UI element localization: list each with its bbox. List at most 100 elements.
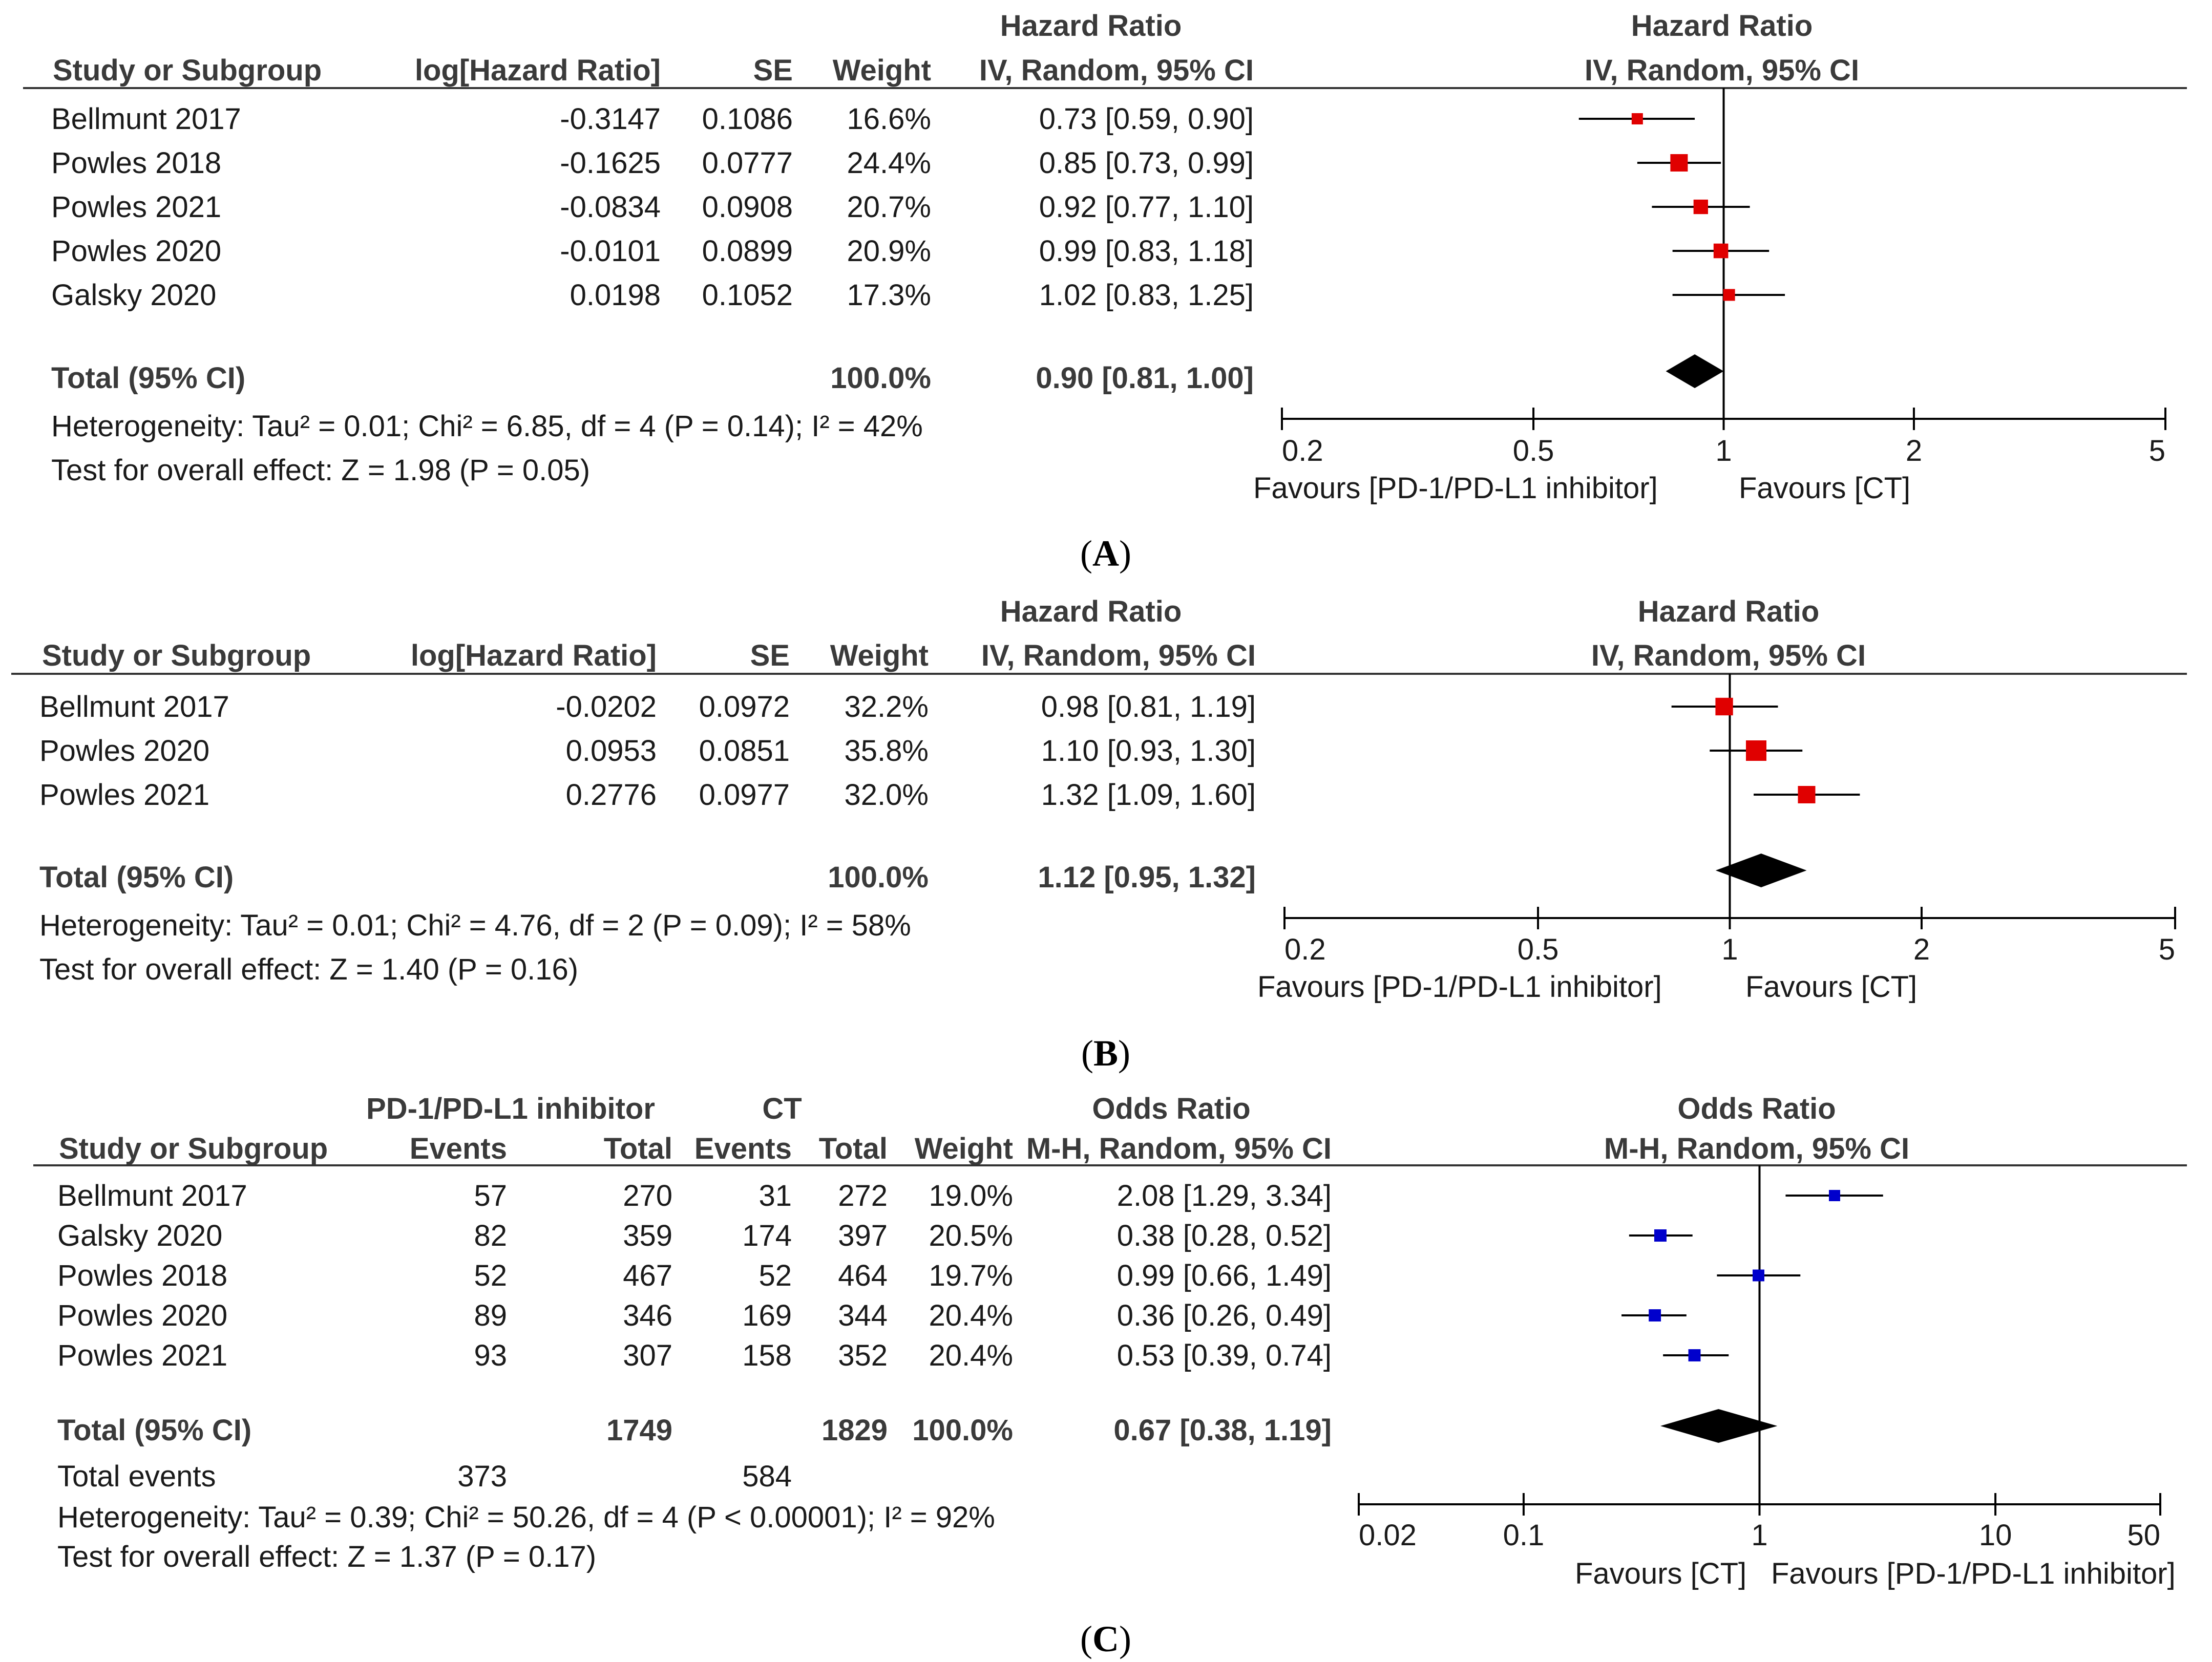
total-events-e2: 584	[742, 1460, 792, 1493]
study-rows: Bellmunt 2017 -0.0202 0.0972 32.2% 0.98 [0.8…	[39, 690, 1256, 812]
panel-label: (B)	[1081, 1033, 1130, 1074]
cell-n2: 397	[838, 1219, 888, 1252]
cell-name: Powles 2021	[51, 190, 221, 224]
header-se: SE	[750, 639, 790, 672]
plot-header-method: IV, Random, 95% CI	[1591, 639, 1866, 672]
table-row: Bellmunt 2017 57 270 31 272 19.0% 2.08 [1.29, …	[57, 1179, 1332, 1212]
effect-box	[1631, 113, 1643, 124]
favours-right: Favours [PD-1/PD-L1 inhibitor]	[1771, 1557, 2176, 1590]
header-effect-method: IV, Random, 95% CI	[979, 54, 1254, 87]
table-row: Powles 2020 89 346 169 344 20.4% 0.36 [0.26, 0…	[57, 1299, 1332, 1332]
tick-label: 0.1	[1503, 1519, 1545, 1552]
tick-label: 2	[1906, 434, 1922, 467]
favours-right: Favours [CT]	[1745, 970, 1917, 1004]
cell-name: Powles 2021	[39, 778, 209, 812]
cell-e2: 174	[742, 1219, 792, 1252]
total-ci: 1.12 [0.95, 1.32]	[1038, 861, 1256, 894]
cell-name: Bellmunt 2017	[57, 1179, 247, 1212]
effect-box	[1828, 1190, 1840, 1201]
pooled-diamond	[1660, 1409, 1778, 1443]
cell-log: -0.0834	[560, 190, 661, 224]
table-row: Bellmunt 2017 -0.3147 0.1086 16.6% 0.73 [0.5…	[51, 102, 1254, 136]
overall-effect: Test for overall effect: Z = 1.98 (P = 0…	[51, 454, 590, 487]
plot-header-title: Odds Ratio	[1677, 1092, 1836, 1125]
total-weight: 100.0%	[912, 1414, 1013, 1447]
cell-se: 0.1086	[702, 102, 793, 136]
favours-left: Favours [CT]	[1575, 1557, 1746, 1590]
tick-label: 1	[1715, 434, 1732, 467]
cell-n1: 270	[623, 1179, 672, 1212]
table-row: Powles 2021 93 307 158 352 20.4% 0.53 [0.39, 0…	[57, 1339, 1332, 1372]
header-study: Study or Subgroup	[53, 54, 322, 87]
cell-log: 0.0953	[566, 734, 657, 768]
cell-se: 0.1052	[702, 279, 793, 312]
cell-log: -0.0202	[556, 690, 657, 723]
heterogeneity: Heterogeneity: Tau² = 0.01; Chi² = 6.85,…	[51, 410, 923, 443]
cell-se: 0.0899	[702, 235, 793, 268]
plot-area: 0.2 0.5 1 2 5	[1281, 88, 2166, 467]
total-label: Total (95% CI)	[51, 361, 245, 395]
cell-weight: 17.3%	[847, 279, 931, 312]
cell-weight: 24.4%	[847, 146, 931, 180]
total-weight: 100.0%	[830, 361, 931, 395]
header-effect: Hazard Ratio	[1000, 595, 1182, 628]
header-study: Study or Subgroup	[59, 1132, 328, 1165]
cell-name: Powles 2020	[57, 1299, 227, 1332]
effect-box	[1753, 1269, 1764, 1282]
cell-weight: 32.0%	[845, 778, 929, 812]
effect-box	[1723, 289, 1735, 301]
cell-e1: 89	[474, 1299, 507, 1332]
cell-name: Galsky 2020	[51, 279, 216, 312]
header-weight: Weight	[833, 54, 931, 87]
effect-box	[1715, 697, 1733, 716]
cell-name: Powles 2021	[57, 1339, 227, 1372]
header-effect: Odds Ratio	[1092, 1092, 1250, 1125]
cell-weight: 20.4%	[929, 1339, 1013, 1372]
tick-label: 0.5	[1518, 933, 1559, 966]
cell-weight: 35.8%	[845, 734, 929, 768]
panel-label: (A)	[1080, 533, 1131, 574]
cell-ci_text: 2.08 [1.29, 3.34]	[1117, 1179, 1332, 1212]
plot-header-method: IV, Random, 95% CI	[1585, 54, 1859, 87]
cell-ci_text: 1.02 [0.83, 1.25]	[1039, 279, 1254, 312]
cell-ci_text: 0.99 [0.66, 1.49]	[1117, 1259, 1332, 1292]
header-total2: Total	[819, 1132, 888, 1165]
cell-weight: 20.5%	[929, 1219, 1013, 1252]
study-rows: Bellmunt 2017 57 270 31 272 19.0% 2.08 [1.29, …	[57, 1179, 1332, 1372]
effect-box	[1713, 243, 1729, 259]
cell-e1: 52	[474, 1259, 507, 1292]
heterogeneity: Heterogeneity: Tau² = 0.39; Chi² = 50.26…	[57, 1501, 995, 1534]
cell-se: 0.0777	[702, 146, 793, 180]
effect-box	[1693, 199, 1708, 215]
header-events1: Events	[410, 1132, 507, 1165]
favours-right: Favours [CT]	[1739, 472, 1910, 505]
tick-label: 10	[1979, 1519, 2012, 1552]
panel-label: (C)	[1080, 1618, 1131, 1659]
tick-label: 0.2	[1282, 434, 1323, 467]
header-effect: Hazard Ratio	[1000, 9, 1182, 42]
cell-n1: 359	[623, 1219, 672, 1252]
effect-box	[1654, 1229, 1667, 1242]
tick-label: 0.5	[1513, 434, 1554, 467]
cell-ci_text: 0.98 [0.81, 1.19]	[1041, 690, 1256, 723]
cell-log: -0.3147	[560, 102, 661, 136]
total-label: Total (95% CI)	[57, 1414, 251, 1447]
pooled-diamond	[1715, 854, 1807, 887]
table-row: Powles 2018 52 467 52 464 19.7% 0.99 [0.66, 1.…	[57, 1259, 1332, 1292]
effect-box	[1798, 786, 1816, 803]
header-group1: PD-1/PD-L1 inhibitor	[366, 1092, 655, 1125]
header-study: Study or Subgroup	[42, 639, 311, 672]
study-rows: Bellmunt 2017 -0.3147 0.1086 16.6% 0.73 [0.5…	[51, 102, 1254, 312]
cell-ci_text: 1.10 [0.93, 1.30]	[1041, 734, 1256, 768]
cell-name: Bellmunt 2017	[51, 102, 241, 136]
cell-ci_text: 0.73 [0.59, 0.90]	[1039, 102, 1254, 136]
cell-se: 0.0851	[699, 734, 790, 768]
cell-n2: 464	[838, 1259, 888, 1292]
cell-weight: 20.9%	[847, 235, 931, 268]
header-se: SE	[753, 54, 793, 87]
table-row: Powles 2018 -0.1625 0.0777 24.4% 0.85 [0.73,…	[51, 146, 1254, 180]
header-effect-method: IV, Random, 95% CI	[981, 639, 1256, 672]
header-group2: CT	[762, 1092, 802, 1125]
total-n2: 1829	[821, 1414, 888, 1447]
cell-name: Powles 2020	[39, 734, 209, 768]
